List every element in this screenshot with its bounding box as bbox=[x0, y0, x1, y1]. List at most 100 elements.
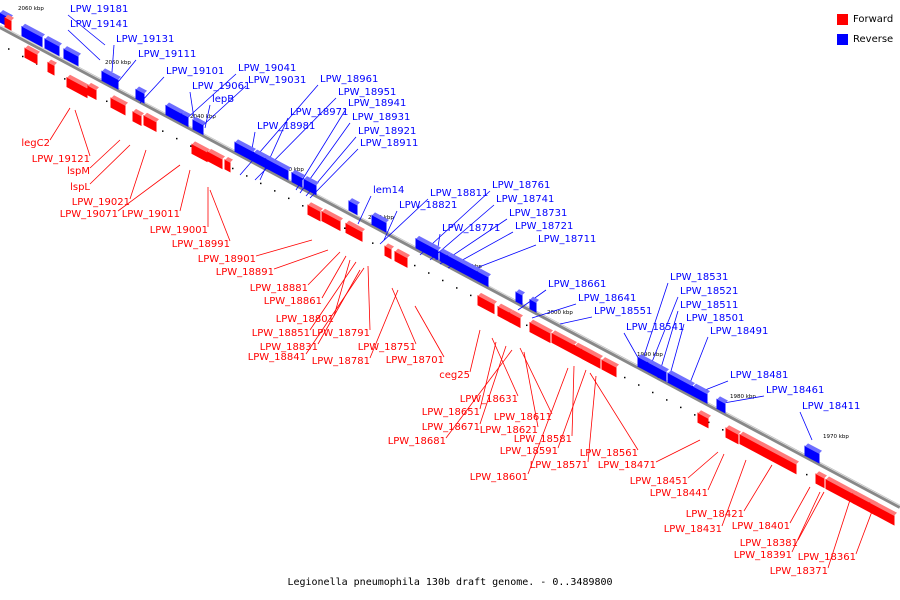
gene-label[interactable]: LPW_18371 bbox=[770, 566, 828, 577]
gene-label[interactable]: LPW_18511 bbox=[680, 300, 738, 311]
gene-label[interactable]: LPW_18911 bbox=[360, 138, 418, 149]
gene-label[interactable]: LPW_19061 bbox=[192, 81, 250, 92]
forward-gene-top bbox=[530, 319, 553, 334]
gene-label[interactable]: LPW_19021 bbox=[72, 197, 130, 208]
gene-label[interactable]: LPW_19181 bbox=[70, 4, 128, 15]
gene-label[interactable]: LPW_18451 bbox=[630, 476, 688, 487]
gene-label[interactable]: LPW_18611 bbox=[494, 412, 552, 423]
gene-label[interactable]: LPW_19101 bbox=[166, 66, 224, 77]
gene-label[interactable]: LPW_19011 bbox=[122, 209, 180, 220]
gene-label[interactable]: LPW_18811 bbox=[430, 188, 488, 199]
track-dot bbox=[288, 197, 290, 200]
gene-label[interactable]: LPW_18941 bbox=[348, 98, 406, 109]
gene-label[interactable]: LPW_18971 bbox=[290, 107, 348, 118]
gene-label[interactable]: LPW_18561 bbox=[580, 448, 638, 459]
gene-label[interactable]: LPW_18581 bbox=[514, 434, 572, 445]
gene-label[interactable]: LPW_18961 bbox=[320, 74, 378, 85]
gene-label[interactable]: LPW_18781 bbox=[312, 356, 370, 367]
gene-label[interactable]: LPW_18901 bbox=[198, 254, 256, 265]
gene-label[interactable]: LPW_18931 bbox=[352, 112, 410, 123]
gene-label[interactable]: LPW_18701 bbox=[386, 355, 444, 366]
gene-label[interactable]: LPW_18401 bbox=[732, 521, 790, 532]
gene-label[interactable]: LPW_19041 bbox=[238, 63, 296, 74]
gene-label[interactable]: LPW_18431 bbox=[664, 524, 722, 535]
gene-label[interactable]: LPW_18661 bbox=[548, 279, 606, 290]
gene-label[interactable]: LPW_18921 bbox=[358, 126, 416, 137]
gene-label[interactable]: LPW_19071 bbox=[60, 209, 118, 220]
gene-label[interactable]: ceg25 bbox=[439, 370, 470, 381]
gene-label[interactable]: LPW_18791 bbox=[312, 328, 370, 339]
gene-label[interactable]: LPW_18681 bbox=[388, 436, 446, 447]
gene-label[interactable]: lspL bbox=[70, 182, 90, 193]
gene-label[interactable]: LPW_18861 bbox=[264, 296, 322, 307]
gene-label[interactable]: LPW_18951 bbox=[338, 87, 396, 98]
label-leader bbox=[523, 351, 539, 428]
gene-label[interactable]: LPW_18821 bbox=[399, 200, 457, 211]
reverse-gene bbox=[477, 268, 491, 288]
forward-gene-top bbox=[698, 410, 711, 419]
forward-gene-body bbox=[47, 61, 55, 76]
reverse-gene bbox=[135, 86, 147, 104]
gene-label[interactable]: LPW_18501 bbox=[686, 313, 744, 324]
label-leader bbox=[789, 486, 811, 524]
gene-label[interactable]: LPW_19121 bbox=[32, 154, 90, 165]
gene-label[interactable]: LPW_19001 bbox=[150, 225, 208, 236]
label-leader bbox=[639, 282, 669, 369]
gene-label[interactable]: LPW_18381 bbox=[740, 538, 798, 549]
gene-label[interactable]: lepB bbox=[212, 94, 234, 105]
gene-label[interactable]: LPW_18421 bbox=[686, 509, 744, 520]
gene-label[interactable]: LPW_18541 bbox=[626, 322, 684, 333]
label-leader bbox=[309, 148, 359, 199]
forward-gene-top bbox=[346, 220, 365, 233]
gene-label[interactable]: LPW_18391 bbox=[734, 550, 792, 561]
gene-label[interactable]: LPW_18521 bbox=[680, 286, 738, 297]
reverse-gene-top bbox=[516, 289, 525, 296]
gene-label[interactable]: LPW_18801 bbox=[276, 314, 334, 325]
gene-label[interactable]: LPW_18531 bbox=[670, 272, 728, 283]
gene-label[interactable]: LPW_18831 bbox=[260, 342, 318, 353]
gene-label[interactable]: LPW_18731 bbox=[509, 208, 567, 219]
gene-label[interactable]: LPW_18751 bbox=[358, 342, 416, 353]
gene-label[interactable]: LPW_18571 bbox=[530, 460, 588, 471]
reverse-gene-body bbox=[692, 385, 708, 404]
gene-label[interactable]: LPW_18851 bbox=[252, 328, 310, 339]
gene-label[interactable]: LPW_18621 bbox=[480, 425, 538, 436]
gene-label[interactable]: LPW_18471 bbox=[598, 460, 656, 471]
label-leader bbox=[479, 345, 507, 425]
gene-label[interactable]: LPW_18591 bbox=[500, 446, 558, 457]
gene-label[interactable]: LPW_18641 bbox=[578, 293, 636, 304]
gene-label[interactable]: LPW_18991 bbox=[172, 239, 230, 250]
gene-label[interactable]: LPW_18601 bbox=[470, 472, 528, 483]
gene-label[interactable]: LPW_18651 bbox=[422, 407, 480, 418]
gene-label[interactable]: LPW_18481 bbox=[730, 370, 788, 381]
reverse-gene bbox=[101, 68, 121, 90]
gene-label[interactable]: LPW_19141 bbox=[70, 19, 128, 30]
gene-label[interactable]: LPW_18411 bbox=[802, 401, 860, 412]
label-leader bbox=[357, 195, 372, 225]
gene-label[interactable]: LPW_18891 bbox=[216, 267, 274, 278]
gene-label[interactable]: LPW_19131 bbox=[116, 34, 174, 45]
reverse-gene bbox=[647, 359, 669, 383]
gene-label[interactable]: legC2 bbox=[21, 138, 50, 149]
gene-label[interactable]: LPW_18741 bbox=[496, 194, 554, 205]
gene-label[interactable]: LPW_18491 bbox=[710, 326, 768, 337]
gene-label[interactable]: LPW_18771 bbox=[442, 223, 500, 234]
gene-label[interactable]: lem14 bbox=[373, 185, 404, 196]
gene-label[interactable]: LPW_18881 bbox=[250, 283, 308, 294]
gene-label[interactable]: LPW_18631 bbox=[460, 394, 518, 405]
gene-label[interactable]: LPW_18981 bbox=[257, 121, 315, 132]
gene-label[interactable]: LPW_18671 bbox=[422, 422, 480, 433]
gene-label[interactable]: LPW_18841 bbox=[248, 352, 306, 363]
gene-label[interactable]: LPW_18441 bbox=[650, 488, 708, 499]
gene-label[interactable]: LPW_18711 bbox=[538, 234, 596, 245]
gene-label[interactable]: LPW_18721 bbox=[515, 221, 573, 232]
gene-label[interactable]: LPW_19031 bbox=[248, 75, 306, 86]
gene-label[interactable]: LPW_18461 bbox=[766, 385, 824, 396]
gene-label[interactable]: LPW_19111 bbox=[138, 49, 196, 60]
gene-label[interactable]: LPW_18551 bbox=[594, 306, 652, 317]
figure-caption: Legionella pneumophila 130b draft genome… bbox=[287, 577, 613, 588]
reverse-gene-top bbox=[64, 46, 81, 57]
gene-label[interactable]: LPW_18761 bbox=[492, 180, 550, 191]
gene-label[interactable]: LPW_18361 bbox=[798, 552, 856, 563]
gene-label[interactable]: lspM bbox=[67, 166, 90, 177]
